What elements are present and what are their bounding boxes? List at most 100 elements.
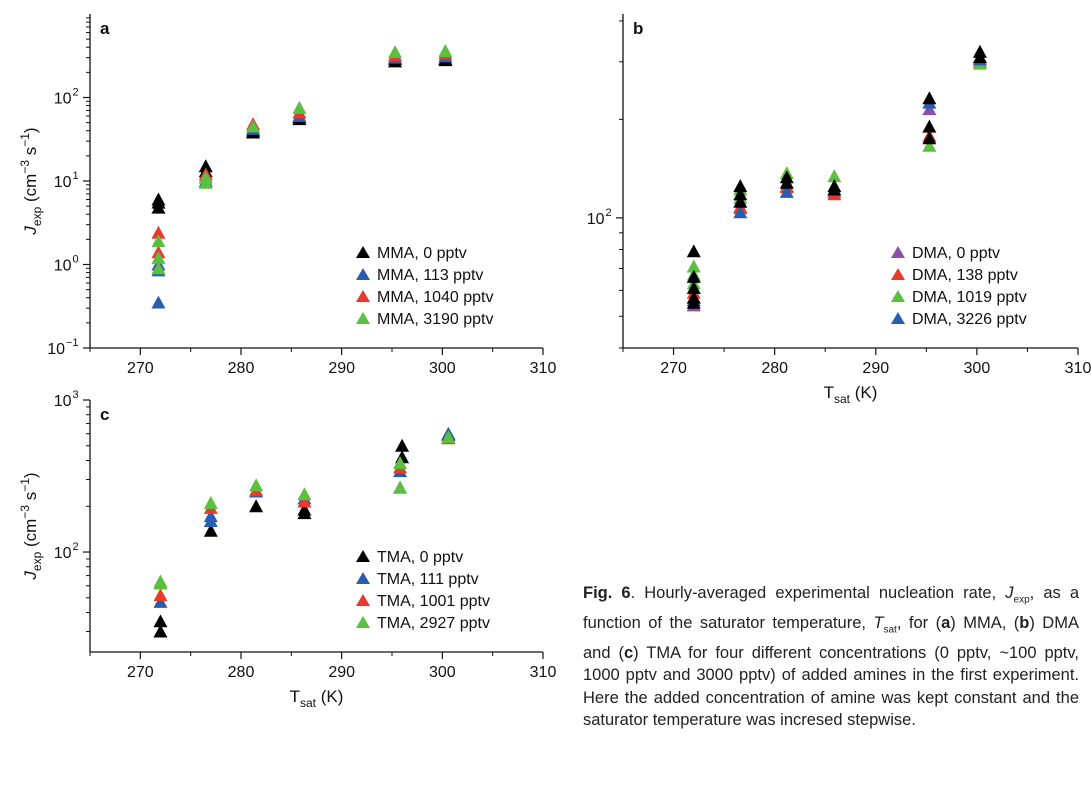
data-point-a: [151, 250, 166, 264]
legend-marker-a: [356, 246, 370, 258]
x-tick-label-a: 270: [127, 360, 154, 377]
data-point-c: [153, 594, 168, 608]
caption-j: J: [1005, 584, 1014, 602]
data-point-b: [827, 169, 842, 183]
data-point-b: [686, 269, 701, 283]
data-point-b: [733, 179, 748, 193]
caption-c: c: [623, 643, 634, 662]
data-point-b: [922, 119, 937, 133]
legend-marker-c: [356, 550, 370, 562]
x-tick-label-b: 280: [761, 360, 788, 377]
data-point-c: [393, 456, 408, 469]
data-point-a: [198, 159, 213, 173]
data-point-b: [922, 131, 937, 145]
data-point-a: [388, 45, 403, 59]
y-axis-title-c: Jexp (cm−3 s−1): [18, 472, 44, 580]
data-point-c: [203, 496, 218, 509]
caption-b: b: [1019, 613, 1030, 632]
x-tick-label-a: 280: [228, 360, 255, 377]
y-tick-exp-c: 3: [73, 389, 79, 401]
caption-t-sub: sat: [883, 624, 897, 636]
data-point-b: [733, 194, 748, 208]
x-tick-label-c: 270: [127, 664, 154, 681]
data-point-a: [151, 234, 166, 248]
legend-label-c: TMA, 0 pptv: [377, 549, 463, 566]
caption-a: a: [941, 613, 951, 632]
data-point-a: [151, 192, 166, 206]
data-point-a: [438, 44, 453, 57]
y-tick-label-b: 10: [587, 211, 605, 228]
y-tick-label-c: 10: [54, 545, 72, 562]
x-tick-label-c: 300: [429, 664, 456, 681]
x-tick-label-b: 310: [1065, 360, 1091, 377]
data-point-b: [779, 170, 794, 184]
data-point-b: [779, 184, 794, 198]
legend-marker-c: [356, 572, 370, 584]
data-point-c: [153, 574, 168, 588]
data-point-c: [249, 478, 264, 492]
y-tick-exp-a: −1: [66, 337, 79, 349]
panel-label-c: c: [100, 405, 109, 424]
data-point-b: [922, 91, 937, 105]
data-point-a: [246, 119, 261, 133]
data-point-b: [972, 44, 987, 58]
legend-label-b: DMA, 1019 pptv: [912, 289, 1027, 306]
legend-marker-a: [356, 290, 370, 302]
y-tick-exp-c: 2: [73, 541, 79, 553]
data-point-a: [198, 170, 213, 184]
figure-caption: Fig. 6. Hourly-averaged experimental nuc…: [583, 582, 1079, 732]
data-point-a: [151, 295, 166, 309]
data-point-c: [297, 494, 312, 508]
data-point-a: [151, 225, 166, 239]
caption-line1: . Hourly-averaged experimental nucleatio…: [630, 584, 997, 602]
caption-rest: ) TMA for four different concentrations …: [583, 643, 1079, 730]
legend-label-a: MMA, 113 pptv: [377, 267, 483, 284]
data-point-c: [297, 487, 312, 501]
x-tick-label-c: 280: [228, 664, 255, 681]
y-tick-label-c: 10: [54, 393, 72, 410]
data-point-b: [827, 179, 842, 193]
legend-label-a: MMA, 3190 pptv: [377, 311, 494, 328]
caption-dma: ) DMA and (: [583, 613, 1079, 662]
data-point-c: [153, 614, 168, 628]
y-tick-label-a: 10: [54, 174, 72, 191]
legend-label-b: DMA, 3226 pptv: [912, 311, 1027, 328]
caption-line2b: ,: [896, 613, 902, 632]
y-axis-title-a: Jexp (cm−3 s−1): [18, 127, 44, 235]
y-tick-exp-a: 2: [73, 87, 79, 99]
legend-label-a: MMA, 1040 pptv: [377, 289, 494, 306]
y-tick-exp-a: 1: [73, 170, 79, 182]
x-axis-title-c: Tsat (K): [290, 687, 344, 710]
data-point-c: [297, 502, 312, 516]
data-point-c: [441, 430, 456, 444]
caption-j-sub: exp: [1013, 594, 1030, 606]
legend-label-a: MMA, 0 pptv: [377, 245, 467, 262]
data-point-b: [686, 259, 701, 273]
caption-t: T: [873, 613, 884, 632]
x-tick-label-a: 300: [429, 360, 456, 377]
data-point-a: [151, 261, 166, 275]
x-tick-label-c: 310: [530, 664, 557, 681]
data-point-c: [395, 438, 410, 452]
data-point-a: [292, 100, 307, 114]
data-point-b: [686, 281, 701, 295]
x-axis-title-b: Tsat (K): [824, 383, 878, 406]
x-tick-label-c: 290: [328, 664, 355, 681]
data-point-b: [733, 205, 748, 219]
data-point-b: [733, 187, 748, 201]
data-point-b: [686, 244, 701, 258]
data-point-c: [249, 499, 264, 513]
legend-label-c: TMA, 2927 pptv: [377, 615, 490, 632]
x-tick-label-a: 310: [530, 360, 557, 377]
data-point-c: [153, 624, 168, 638]
legend-label-c: TMA, 1001 pptv: [377, 593, 490, 610]
legend-marker-c: [356, 616, 370, 628]
legend-marker-b: [891, 290, 905, 302]
data-point-c: [393, 480, 408, 494]
legend-label-c: TMA, 111 pptv: [377, 571, 479, 588]
y-tick-label-a: 10: [54, 91, 72, 108]
legend-marker-b: [891, 246, 905, 258]
legend-marker-c: [356, 594, 370, 606]
legend-marker-a: [356, 268, 370, 280]
